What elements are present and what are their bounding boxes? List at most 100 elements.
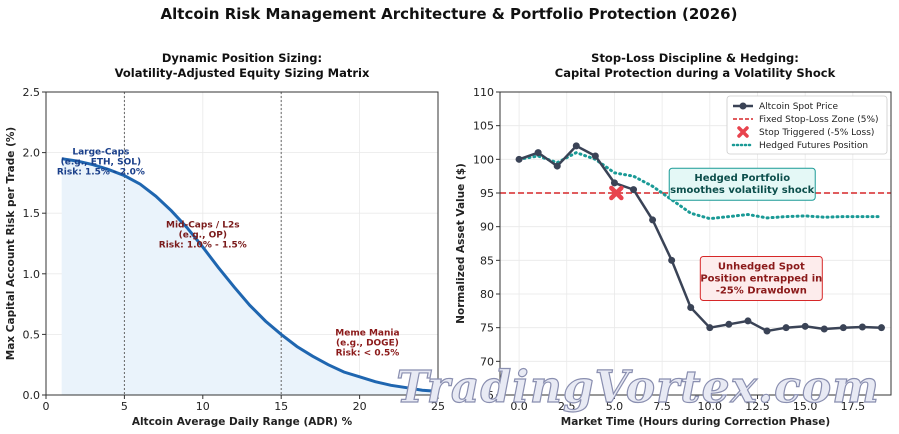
hedging-callout-line: Hedged Portfolio — [694, 173, 790, 184]
legend-swatch-spot-point — [739, 102, 747, 110]
sizing-y-tick-label: 0.5 — [23, 328, 41, 341]
hedging-x-tick-label: 7.5 — [653, 400, 671, 413]
sizing-axes-frame — [45, 91, 439, 396]
legend-swatch-stop-marker — [737, 126, 749, 138]
spot-price-point — [534, 149, 542, 157]
spot-price-point — [744, 317, 752, 325]
hedging-x-tick-label: 15.0 — [793, 400, 818, 413]
sizing-annotations: Large-Caps (e.g., ETH, SOL) Risk: 1.5% - 2… — [57, 148, 400, 359]
sizing-x-tick-label: 5 — [121, 400, 128, 413]
sizing-y-tick-label: 2.5 — [23, 86, 41, 99]
spot-price-point — [839, 324, 847, 332]
spot-price-point — [515, 155, 523, 163]
hedging-y-tick-label: 90 — [480, 221, 494, 234]
hedging-y-tick-label: 75 — [480, 322, 494, 335]
hedging-callout-line: smoothes volatility shock — [670, 185, 815, 196]
hedging-callout-box — [668, 167, 816, 201]
spot-price-point — [687, 303, 695, 311]
sizing-annotation-line: (e.g., OP) — [179, 230, 227, 240]
spot-price-point — [820, 325, 828, 333]
hedging-y-tick-label: 105 — [473, 120, 494, 133]
spot-price-point — [668, 256, 676, 264]
hedging-callout-line: -25% Drawdown — [716, 286, 807, 297]
spot-price-point — [610, 179, 618, 187]
sizing-x-tick-label: 20 — [353, 400, 367, 413]
hedging-callout-line: Position entrapped in — [700, 274, 822, 285]
sizing-threshold-lines — [123, 92, 282, 395]
hedging-x-tick-label: 5.0 — [606, 400, 624, 413]
legend-entry-label: Hedged Futures Position — [759, 141, 868, 151]
figure-title: Altcoin Risk Management Architecture & P… — [161, 5, 738, 23]
hedging-title-line1: Stop-Loss Discipline & Hedging: — [591, 51, 799, 65]
sizing-x-tick-label: 10 — [196, 400, 210, 413]
sizing-annotation-line: Risk: < 0.5% — [336, 348, 400, 358]
hedging-y-axis-label: Normalized Asset Value ($) — [455, 163, 467, 324]
spot-price-point — [706, 324, 714, 332]
spot-price-markers — [515, 142, 885, 335]
spot-price-point — [630, 186, 638, 194]
sizing-annotation: Large-Caps (e.g., ETH, SOL) Risk: 1.5% - 2… — [57, 148, 145, 178]
hedging-x-tick-label: 17.5 — [841, 400, 866, 413]
sizing-x-axis-label: Altcoin Average Daily Range (ADR) % — [132, 416, 353, 428]
spot-price-point — [553, 162, 561, 170]
sizing-annotation-line: Risk: 1.5% - 2.0% — [57, 168, 145, 178]
hedged-futures-line — [517, 150, 883, 221]
sizing-annotation-line: (e.g., ETH, SOL) — [61, 158, 141, 168]
legend-entry-label: Altcoin Spot Price — [759, 102, 838, 112]
sizing-annotation: Meme Mania (e.g., DOGE) Risk: < 0.5% — [335, 328, 399, 358]
hedging-y-tick-label: 85 — [480, 254, 494, 267]
spot-price-point — [763, 327, 771, 335]
sizing-annotation-line: (e.g., DOGE) — [336, 338, 399, 348]
sizing-annotation-line: Mid-Caps / L2s — [166, 220, 240, 230]
spot-price-point — [649, 216, 657, 224]
sizing-annotation-line: Large-Caps — [72, 148, 129, 158]
legend-entry-label: Stop Triggered (-5% Loss) — [759, 128, 874, 138]
sizing-ticks: 0 5 10 15 20 25 0.0 0.5 1.0 1.5 2.0 2.5 — [23, 86, 446, 413]
sizing-annotation-line: Meme Mania — [335, 328, 399, 338]
hedging-x-tick-label: 10.0 — [698, 400, 723, 413]
hedging-y-tick-label: 100 — [473, 153, 494, 166]
sizing-y-tick-label: 2.0 — [23, 147, 41, 160]
sizing-area-fill — [61, 158, 439, 395]
watermark: TradingVortex.com — [396, 362, 880, 413]
hedging-x-tick-label: 2.5 — [558, 400, 576, 413]
sizing-x-tick-label: 0 — [43, 400, 50, 413]
hedging-axes-frame — [499, 91, 892, 396]
spot-price-point — [591, 152, 599, 160]
sizing-chart: Dynamic Position Sizing: Volatility-Adju… — [5, 51, 445, 428]
spot-price-point — [858, 323, 866, 331]
hedging-y-tick-label: 110 — [473, 86, 494, 99]
hedging-x-tick-label: 0.0 — [510, 400, 528, 413]
hedging-callouts: Hedged Portfolio smoothes volatility shoc… — [668, 167, 823, 302]
hedging-y-tick-label: 65 — [480, 389, 494, 402]
sizing-y-tick-label: 1.0 — [23, 268, 41, 281]
stop-triggered-x — [609, 185, 624, 201]
hedging-callout-box — [699, 256, 823, 302]
hedging-callout-text: Unhedged Spot Position entrapped in -25% D… — [700, 262, 822, 297]
hedging-y-tick-label: 80 — [480, 288, 494, 301]
sizing-curve — [61, 157, 439, 393]
hedging-x-tick-label: 12.5 — [745, 400, 770, 413]
spot-price-point — [725, 320, 733, 328]
hedging-ticks: 0.0 2.5 5.0 7.5 10.0 12.5 15.0 17.5 65 70 75 80 85 90… — [473, 86, 865, 413]
spot-price-point — [877, 324, 885, 332]
hedging-chart: Stop-Loss Discipline & Hedging: Capital … — [455, 51, 892, 428]
spot-price-point — [572, 142, 580, 150]
spot-price-point — [801, 322, 809, 330]
sizing-title-line2: Volatility-Adjusted Equity Sizing Matrix — [115, 66, 370, 80]
hedging-y-tick-label: 95 — [480, 187, 494, 200]
sizing-title-line1: Dynamic Position Sizing: — [162, 51, 322, 65]
hedging-x-axis-label: Market Time (Hours during Correction Pha… — [561, 416, 830, 428]
legend-box — [726, 95, 888, 155]
hedging-legend: Altcoin Spot Price Fixed Stop-Loss Zone (… — [726, 95, 888, 155]
spot-price-point — [782, 324, 790, 332]
sizing-x-tick-label: 25 — [431, 400, 445, 413]
hedging-callout-line: Unhedged Spot — [718, 262, 805, 273]
hedging-callout-text: Hedged Portfolio smoothes volatility shoc… — [670, 173, 815, 196]
sizing-annotation-line: Risk: 1.0% - 1.5% — [159, 240, 247, 250]
sizing-x-tick-label: 15 — [274, 400, 288, 413]
sizing-y-tick-label: 1.5 — [23, 207, 41, 220]
sizing-y-axis-label: Max Capital Account Risk per Trade (%) — [5, 127, 17, 360]
legend-entry-label: Fixed Stop-Loss Zone (5%) — [759, 115, 879, 125]
